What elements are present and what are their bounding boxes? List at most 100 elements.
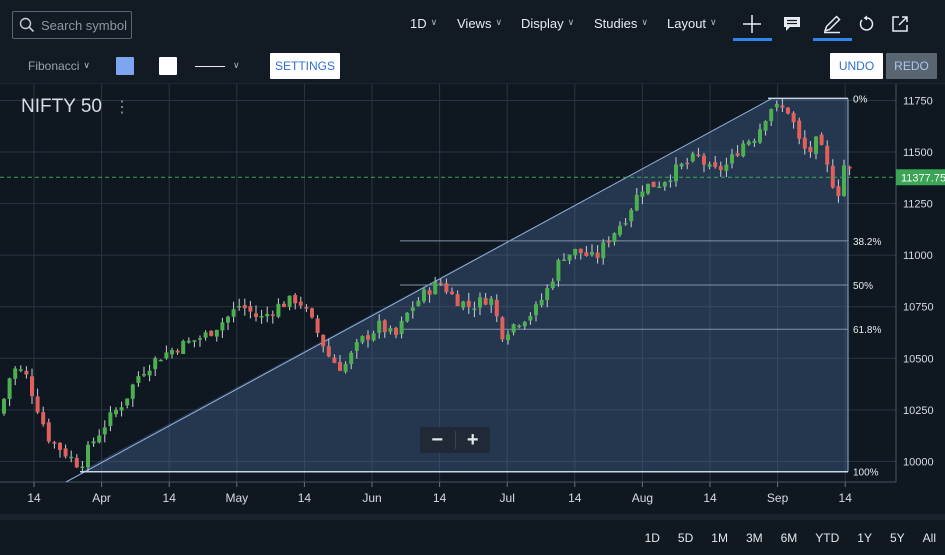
display-menu[interactable]: Display ∨	[521, 16, 574, 31]
reset-button[interactable]	[852, 10, 882, 38]
candle-body	[399, 320, 404, 335]
candle-body	[713, 162, 718, 167]
candle-body	[696, 154, 701, 156]
candle-body	[741, 143, 746, 157]
candle-body	[248, 306, 253, 312]
chart-area[interactable]: 10000 10250 10500 10750 11000 11250 11500 11750…	[0, 84, 945, 514]
search-input[interactable]	[41, 17, 131, 33]
comment-button[interactable]	[777, 10, 807, 38]
candle-body	[18, 369, 23, 371]
candle-body	[758, 129, 762, 143]
candle-body	[836, 186, 841, 197]
zoom-out-button[interactable]: −	[431, 429, 444, 451]
candle-body	[634, 194, 639, 211]
candle-body	[595, 252, 600, 258]
candle-body	[46, 422, 51, 442]
candle-body	[338, 361, 342, 371]
line-color-swatch[interactable]	[159, 57, 177, 75]
interval-menu[interactable]: 1D ∨	[410, 16, 437, 31]
crosshair-icon	[743, 15, 761, 33]
candle-body	[310, 308, 314, 318]
undo-button[interactable]: UNDO	[830, 53, 883, 79]
candle-body	[735, 153, 740, 156]
price-chart[interactable]: 10000 10250 10500 10750 11000 11250 11500 11750…	[0, 84, 945, 514]
redo-button[interactable]: REDO	[886, 53, 937, 79]
candle-body	[410, 307, 415, 312]
candle-body	[371, 333, 376, 341]
candle-body	[640, 191, 645, 197]
chevron-down-icon: ∨	[710, 17, 717, 27]
candle-body	[478, 297, 482, 308]
candle-body	[461, 301, 466, 308]
range-5y[interactable]: 5Y	[889, 531, 905, 545]
crosshair-active-indicator	[733, 38, 772, 41]
crosshair-button[interactable]	[737, 10, 767, 38]
popout-button[interactable]	[885, 10, 915, 38]
candle-body	[41, 412, 46, 425]
candle-body	[606, 241, 611, 243]
y-tick-label: 10750	[903, 302, 934, 314]
range-all[interactable]: All	[922, 531, 936, 545]
candle-body	[91, 441, 96, 444]
candle-body	[629, 209, 634, 222]
candle-body	[511, 324, 516, 333]
candle-body	[763, 121, 768, 131]
candle-body	[209, 330, 214, 336]
candle-body	[819, 134, 824, 145]
range-6m[interactable]: 6M	[780, 531, 798, 545]
fib-level-label: 0%	[853, 94, 868, 105]
views-menu[interactable]: Views ∨	[457, 16, 502, 31]
candle-body	[35, 396, 40, 413]
zoom-controls: − +	[420, 427, 490, 453]
range-selector: 1D 5D 1M 3M 6M YTD 1Y 5Y All	[636, 531, 945, 545]
range-ytd[interactable]: YTD	[815, 531, 840, 545]
drawing-tool-select[interactable]: Fibonacci ∨	[28, 59, 90, 73]
candle-body	[52, 442, 57, 444]
candle-body	[382, 320, 387, 333]
candle-body	[30, 376, 34, 397]
candle-body	[534, 304, 538, 316]
x-tick-label: Aug	[632, 491, 653, 505]
range-1d[interactable]: 1D	[644, 531, 660, 545]
candle-body	[74, 457, 79, 468]
chart-symbol: NIFTY 50 ⋮	[21, 96, 130, 118]
settings-button[interactable]: SETTINGS	[270, 53, 340, 79]
candle-body	[24, 370, 29, 375]
candle-body	[562, 259, 566, 262]
candle-body	[293, 295, 298, 304]
fill-color-swatch[interactable]	[116, 57, 134, 75]
search-box[interactable]	[12, 11, 132, 39]
zoom-in-button[interactable]: +	[466, 429, 479, 451]
draw-button[interactable]	[817, 10, 847, 38]
candle-body	[550, 281, 555, 289]
candle-body	[153, 358, 158, 370]
candle-body	[427, 290, 432, 295]
candle-body	[394, 327, 398, 336]
interval-label: 1D	[410, 16, 427, 31]
range-bar: 1D 5D 1M 3M 6M YTD 1Y 5Y All	[0, 514, 945, 555]
candle-body	[646, 183, 650, 194]
candle-body	[825, 145, 830, 165]
studies-menu[interactable]: Studies ∨	[594, 16, 648, 31]
candle-body	[181, 340, 186, 355]
chevron-down-icon: ∨	[495, 17, 503, 27]
candle-body	[147, 370, 152, 376]
candle-body	[472, 308, 477, 311]
candle-body	[405, 312, 410, 322]
x-tick-label: 14	[568, 491, 582, 505]
range-5d[interactable]: 5D	[677, 531, 694, 545]
x-tick-label: Jun	[362, 491, 381, 505]
undo-arrow-icon	[859, 15, 874, 31]
range-1y[interactable]: 1Y	[857, 531, 872, 545]
layout-menu[interactable]: Layout ∨	[667, 16, 717, 31]
candle-body	[130, 384, 135, 399]
more-options-icon[interactable]: ⋮	[113, 99, 130, 116]
candle-body	[450, 291, 454, 295]
range-3m[interactable]: 3M	[745, 531, 763, 545]
candle-body	[786, 107, 790, 114]
range-1m[interactable]: 1M	[711, 531, 728, 545]
candle-body	[315, 318, 320, 333]
y-tick-label: 10500	[903, 353, 934, 365]
line-style-select[interactable]: ∨	[195, 57, 241, 75]
candle-body	[724, 164, 729, 171]
